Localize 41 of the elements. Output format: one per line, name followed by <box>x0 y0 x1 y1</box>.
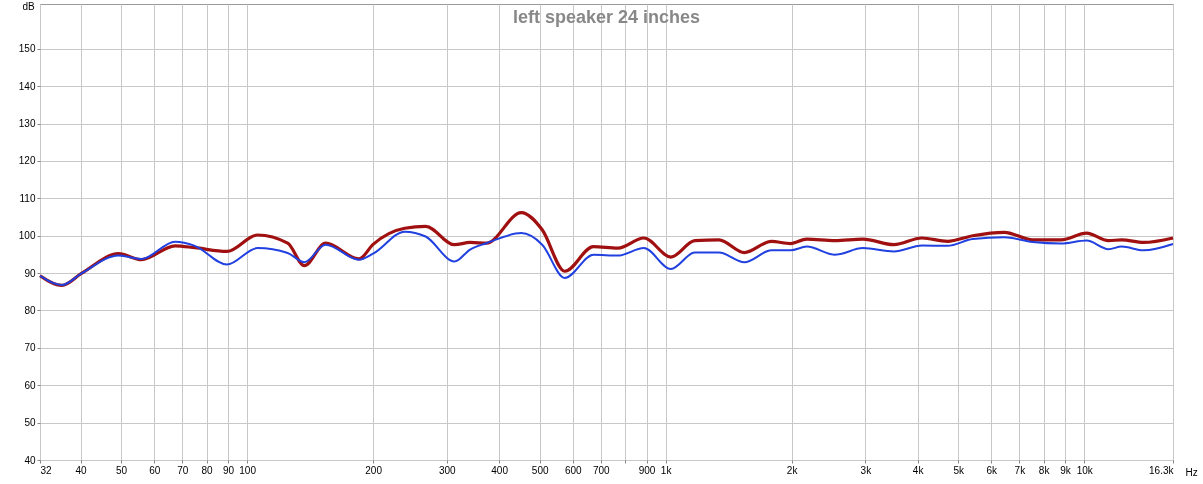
x-tick-label: 400 <box>491 464 509 476</box>
x-tick-label: 1k <box>660 464 673 476</box>
x-axis-title: Hz <box>1185 466 1198 478</box>
y-tick-label: 40 <box>24 454 36 466</box>
x-tick-label: 3k <box>860 464 873 476</box>
x-tick-label: 50 <box>116 464 128 476</box>
y-tick-label: 120 <box>18 155 36 167</box>
x-tick-label: 500 <box>531 464 549 476</box>
x-tick-label: 90 <box>222 464 235 476</box>
x-tick-label: 7k <box>1014 464 1027 476</box>
x-tick-label: 32 <box>40 464 53 476</box>
x-tick-label: 9k <box>1060 464 1072 476</box>
x-tick-label: 200 <box>365 464 383 476</box>
y-tick-label: 50 <box>24 417 36 429</box>
y-tick-label: 70 <box>24 342 36 354</box>
x-tick-label: 2k <box>786 464 799 476</box>
x-tick-label: 900 <box>638 464 656 476</box>
y-tick-label: 150 <box>18 43 36 55</box>
y-axis-title: dB <box>22 0 35 12</box>
y-tick-label: 140 <box>18 80 36 92</box>
y-tick-label: 90 <box>24 267 36 279</box>
y-tick-label: 80 <box>24 304 36 316</box>
y-tick-label: 130 <box>18 118 36 130</box>
y-tick-label: 60 <box>24 379 36 391</box>
y-tick-label: 100 <box>18 230 36 242</box>
x-tick-label: 70 <box>177 464 189 476</box>
y-tick-label: 110 <box>19 192 36 204</box>
x-tick-label: 300 <box>438 464 457 476</box>
x-tick-label: 60 <box>149 464 161 476</box>
x-tick-label: 100 <box>239 464 257 476</box>
x-tick-label: 5k <box>953 464 965 476</box>
x-tick-label: 40 <box>75 464 88 476</box>
x-tick-label: 8k <box>1038 464 1051 476</box>
x-tick-label: 4k <box>912 464 925 476</box>
x-tick-label: 16.3k <box>1149 464 1175 476</box>
x-tick-label: 10k <box>1076 464 1094 476</box>
chart-title: left speaker 24 inches <box>512 7 701 27</box>
x-tick-label: 700 <box>592 464 611 476</box>
x-tick-label: 6k <box>986 464 999 476</box>
x-tick-label: 80 <box>201 464 214 476</box>
x-tick-label: 600 <box>564 464 583 476</box>
